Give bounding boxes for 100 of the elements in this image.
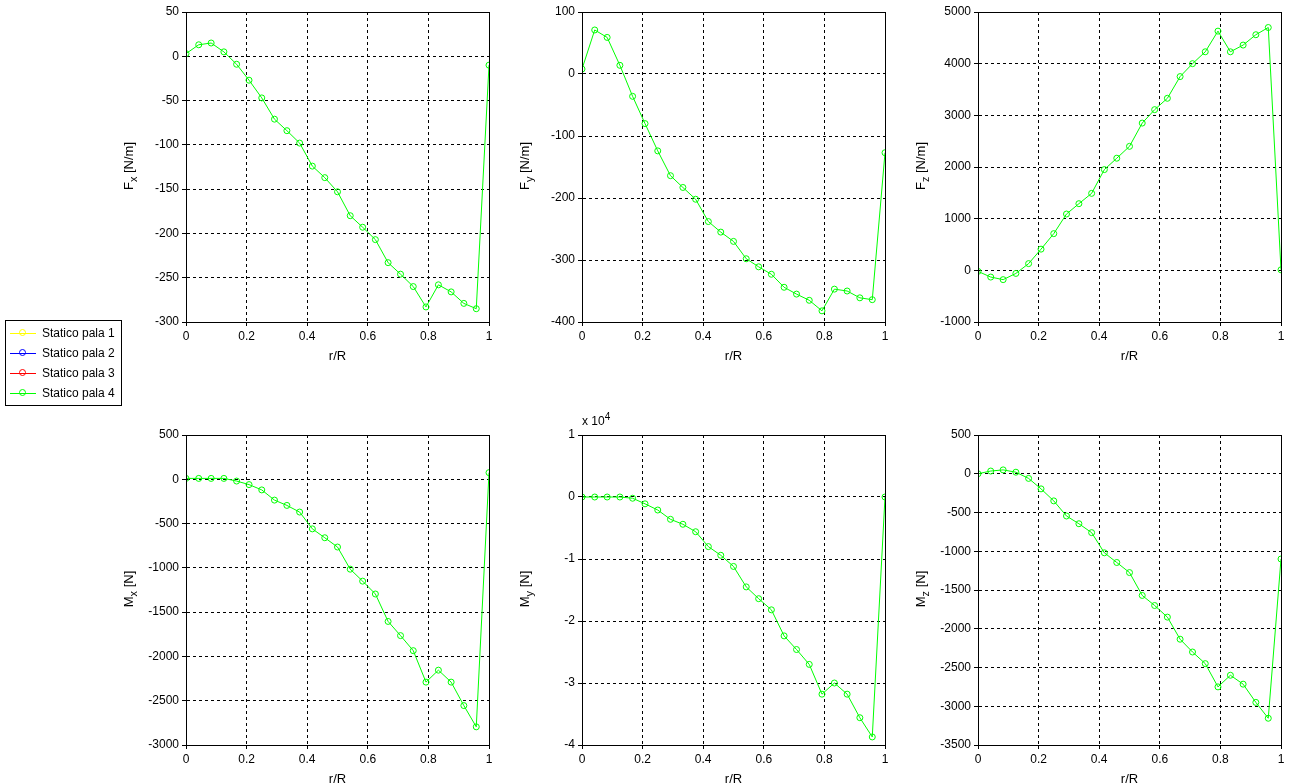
point <box>717 551 725 559</box>
point <box>1201 48 1209 56</box>
point <box>805 296 813 304</box>
point <box>1214 683 1222 691</box>
point <box>603 33 611 41</box>
y-tick-label: -3 <box>564 675 576 690</box>
point <box>371 236 379 244</box>
y-tick-label: 0 <box>568 66 576 81</box>
point <box>730 562 737 570</box>
y-tick-label: -300 <box>550 252 576 267</box>
point <box>987 273 995 281</box>
point <box>1100 549 1108 557</box>
point <box>245 481 253 489</box>
y-tick-label: 50 <box>165 4 180 19</box>
point <box>1100 166 1108 174</box>
point <box>409 647 417 655</box>
point <box>1037 485 1045 493</box>
point <box>1189 60 1197 68</box>
y-tick-label: 100 <box>554 4 576 19</box>
point <box>460 299 468 307</box>
point <box>679 520 687 528</box>
point <box>384 617 392 625</box>
y-tick-label: -1 <box>564 551 576 566</box>
point <box>359 223 367 231</box>
point <box>1075 200 1083 208</box>
point <box>717 228 725 236</box>
point <box>1062 512 1070 520</box>
point <box>195 41 203 49</box>
x-tick-label: 0.4 <box>694 751 712 766</box>
point <box>1012 468 1020 476</box>
x-axis-title: r/R <box>724 770 743 784</box>
point <box>742 255 750 263</box>
x-tick-label: 0.2 <box>238 751 256 766</box>
point <box>818 307 826 315</box>
y-tick-label: -2500 <box>940 659 972 674</box>
point <box>603 493 611 501</box>
text: x 10$^{4}$ <box>582 411 611 428</box>
y-tick-label: -2000 <box>148 648 180 663</box>
point <box>220 474 228 482</box>
point <box>334 188 341 196</box>
point <box>730 237 737 245</box>
point <box>666 172 674 180</box>
point <box>346 565 354 573</box>
point <box>321 174 329 182</box>
point <box>220 48 228 56</box>
y-tick-label: -100 <box>154 137 180 152</box>
point <box>780 283 788 291</box>
point <box>868 733 876 741</box>
y-tick-label: 0 <box>964 262 972 277</box>
x-tick-label: 0.8 <box>1212 328 1230 343</box>
point <box>755 263 763 271</box>
point <box>793 646 801 654</box>
point <box>591 26 599 34</box>
y-tick-label: 2000 <box>944 159 972 174</box>
point <box>1252 698 1260 706</box>
point <box>270 115 278 123</box>
y-tick-label: 500 <box>158 427 180 442</box>
point <box>472 723 480 731</box>
x-tick-label: 1 <box>485 328 493 343</box>
point <box>755 595 763 603</box>
x-tick-label: 0.6 <box>359 751 377 766</box>
y-tick-label: -300 <box>154 314 180 329</box>
point <box>409 283 417 291</box>
y-tick-label: -1500 <box>940 582 972 597</box>
y-tick-label: -4 <box>564 737 576 752</box>
x-tick-label: 0.6 <box>359 328 377 343</box>
point <box>704 543 712 551</box>
point <box>999 276 1007 284</box>
point <box>245 76 253 84</box>
x-tick-label: 0.2 <box>634 328 652 343</box>
x-tick-label: 1 <box>881 328 889 343</box>
point <box>830 285 838 293</box>
y-tick-label: 5000 <box>944 4 972 19</box>
point <box>692 528 700 536</box>
y-tick-label: -2500 <box>148 693 180 708</box>
point <box>999 466 1007 474</box>
y-tick-label: -1000 <box>148 560 180 575</box>
point <box>843 287 851 295</box>
y-tick-label: 3000 <box>944 107 972 122</box>
point <box>616 493 624 501</box>
legend-label: Statico pala 1 <box>42 326 115 340</box>
y-tick-label: 0 <box>172 48 180 63</box>
y-tick-label: -2 <box>564 613 576 628</box>
point <box>987 467 995 475</box>
point <box>233 60 241 68</box>
x-tick-label: 0.4 <box>1090 328 1108 343</box>
x-tick-label: 0.2 <box>634 751 652 766</box>
point <box>270 496 278 504</box>
point <box>1037 245 1045 253</box>
point <box>679 183 687 191</box>
point <box>805 660 813 668</box>
x-tick-label: 0 <box>974 328 982 343</box>
point <box>1113 558 1121 566</box>
point <box>793 290 801 298</box>
y-tick-label: 1 <box>568 427 576 442</box>
x-tick-label: 0.4 <box>694 328 712 343</box>
point <box>422 303 430 311</box>
x-tick-label: 0.8 <box>816 328 834 343</box>
point <box>321 534 329 542</box>
point <box>830 679 838 687</box>
